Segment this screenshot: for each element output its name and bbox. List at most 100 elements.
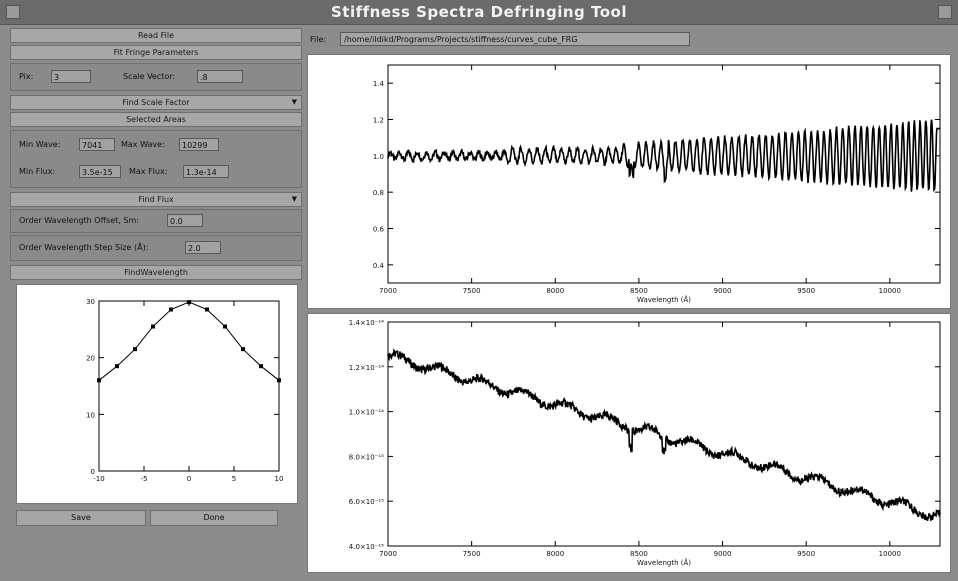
x-tick-label: 8500 (630, 550, 648, 558)
plot-frame (98, 300, 280, 472)
correlation-point (151, 324, 155, 329)
correlation-point (205, 307, 209, 312)
y-tick-label: 10 (86, 411, 95, 419)
x-tick-label: 7500 (463, 550, 481, 558)
step-group: Order Wavelength Step Size (Å): 2.0 (10, 235, 302, 261)
normalized-spectrum-plot: 7000 7500 8000 8500 9000 9500 10000 0.4 0.6 0.8 1.… (307, 54, 951, 309)
shift-field[interactable]: 0.0 (167, 214, 203, 227)
shift-group: Order Wavelength Offset, Sm: 0.0 (10, 209, 302, 233)
correlation-point (169, 307, 173, 312)
scale-vector-label: Scale Vector: (123, 72, 176, 81)
correlation-point (187, 300, 191, 305)
correlation-point (277, 378, 281, 383)
y-tick-label: 8.0×10⁻¹⁵ (349, 453, 384, 461)
find-scale-button[interactable]: Find Scale Factor ▼ (10, 95, 302, 110)
max-flux-field[interactable]: 1.3e-14 (183, 165, 229, 178)
y-tick-label: 1.0 (373, 153, 384, 161)
file-path-field[interactable]: /home/ildikd/Programs/Projects/stiffness… (340, 32, 690, 46)
x-tick-label: 10000 (879, 287, 901, 295)
find-flux-button[interactable]: Find Flux ▼ (10, 192, 302, 207)
done-label: Done (203, 513, 225, 522)
read-file-label: Read File (137, 31, 175, 40)
x-tick-label: 8500 (630, 287, 648, 295)
x-axis-label: Wavelength (Å) (637, 558, 691, 567)
shift-label: Order Wavelength Offset, Sm: (19, 216, 139, 225)
max-flux-label: Max Flux: (129, 167, 168, 176)
x-tick-label: 7000 (379, 287, 397, 295)
read-file-button[interactable]: Read File (10, 28, 302, 43)
y-tick-label: 0.4 (373, 262, 385, 270)
find-scale-label: Find Scale Factor (122, 98, 190, 107)
done-button[interactable]: Done (150, 510, 278, 526)
x-tick-label: -5 (141, 475, 148, 483)
correlation-line (98, 301, 280, 381)
x-tick-label: 10 (275, 475, 284, 483)
x-tick-label: 8000 (546, 287, 564, 295)
pix-label: Pix: (19, 72, 34, 81)
window-menu-icon[interactable] (6, 5, 20, 19)
find-flux-label: Find Flux (138, 195, 174, 204)
x-tick-label: 9000 (714, 550, 732, 558)
min-flux-label: Min Flux: (19, 167, 56, 176)
range-group: Min Wave: 7041 Max Wave: 10299 Min Flux:… (10, 130, 302, 188)
x-axis-label: Wavelength (Å) (637, 295, 691, 304)
y-tick-label: 1.0×10⁻¹⁴ (349, 409, 384, 417)
window-close-icon[interactable] (938, 5, 952, 19)
params-group: Pix: 3 Scale Vector: .8 (10, 63, 302, 91)
find-wavelength-button[interactable]: FindWavelength (10, 265, 302, 280)
correlation-point (223, 324, 227, 329)
y-tick-label: 1.4 (373, 80, 385, 88)
y-tick-label: 1.2×10⁻¹⁴ (349, 364, 384, 372)
plot-frame (387, 321, 941, 547)
pix-field[interactable]: 3 (51, 70, 91, 83)
x-tick-label: -10 (93, 475, 104, 483)
y-tick-label: 1.4×10⁻¹⁴ (349, 319, 384, 327)
correlation-point (259, 364, 263, 369)
correlation-point (97, 378, 101, 383)
fit-params-button[interactable]: Fit Fringe Parameters (10, 45, 302, 60)
y-tick-label: 4.0×10⁻¹⁵ (349, 543, 384, 551)
correlation-plot: -10 -5 0 5 10 0 10 20 30 (16, 284, 298, 504)
flux-spectrum-svg: 7000 7500 8000 8500 9000 9500 10000 4.0×10⁻¹⁵ 6.… (349, 319, 941, 567)
file-label: File: (310, 35, 327, 44)
min-wave-label: Min Wave: (19, 140, 61, 149)
dropdown-arrow-icon: ▼ (291, 195, 297, 203)
min-flux-field[interactable]: 3.5e-15 (79, 165, 121, 178)
step-label: Order Wavelength Step Size (Å): (19, 243, 149, 252)
x-tick-label: 10000 (879, 550, 901, 558)
correlation-point (115, 364, 119, 369)
correlation-point (241, 347, 245, 352)
min-wave-field[interactable]: 7041 (79, 138, 115, 151)
x-tick-label: 7000 (379, 550, 397, 558)
y-tick-label: 6.0×10⁻¹⁵ (349, 498, 384, 506)
y-tick-label: 20 (86, 355, 95, 363)
selected-areas-button[interactable]: Selected Areas (10, 112, 302, 127)
fit-params-label: Fit Fringe Parameters (113, 48, 199, 57)
step-field[interactable]: 2.0 (185, 241, 221, 254)
y-tick-label: 0.8 (373, 189, 384, 197)
save-button[interactable]: Save (16, 510, 146, 526)
normalized-spectrum-svg: 7000 7500 8000 8500 9000 9500 10000 0.4 0.6 0.8 1.… (373, 64, 941, 304)
spectrum-line (387, 119, 940, 193)
x-tick-label: 9500 (797, 550, 815, 558)
y-tick-label: 30 (86, 298, 95, 306)
x-tick-label: 7500 (463, 287, 481, 295)
dropdown-arrow-icon: ▼ (291, 98, 297, 106)
max-wave-label: Max Wave: (121, 140, 165, 149)
x-tick-label: 9500 (797, 287, 815, 295)
x-tick-label: 9000 (714, 287, 732, 295)
scale-vector-field[interactable]: .8 (197, 70, 243, 83)
save-label: Save (71, 513, 91, 522)
title-bar: Stiffness Spectra Defringing Tool (0, 0, 958, 25)
max-wave-field[interactable]: 10299 (179, 138, 219, 151)
x-tick-label: 8000 (546, 550, 564, 558)
correlation-plot-svg: -10 -5 0 5 10 0 10 20 30 (86, 298, 284, 483)
window-title: Stiffness Spectra Defringing Tool (331, 3, 627, 21)
flux-line (387, 348, 941, 522)
y-tick-label: 0.6 (373, 226, 385, 234)
correlation-point (133, 347, 137, 352)
flux-spectrum-plot: 7000 7500 8000 8500 9000 9500 10000 4.0×10⁻¹⁵ 6.… (307, 313, 951, 573)
y-tick-label: 0 (91, 468, 95, 476)
find-wavelength-label: FindWavelength (124, 268, 188, 277)
